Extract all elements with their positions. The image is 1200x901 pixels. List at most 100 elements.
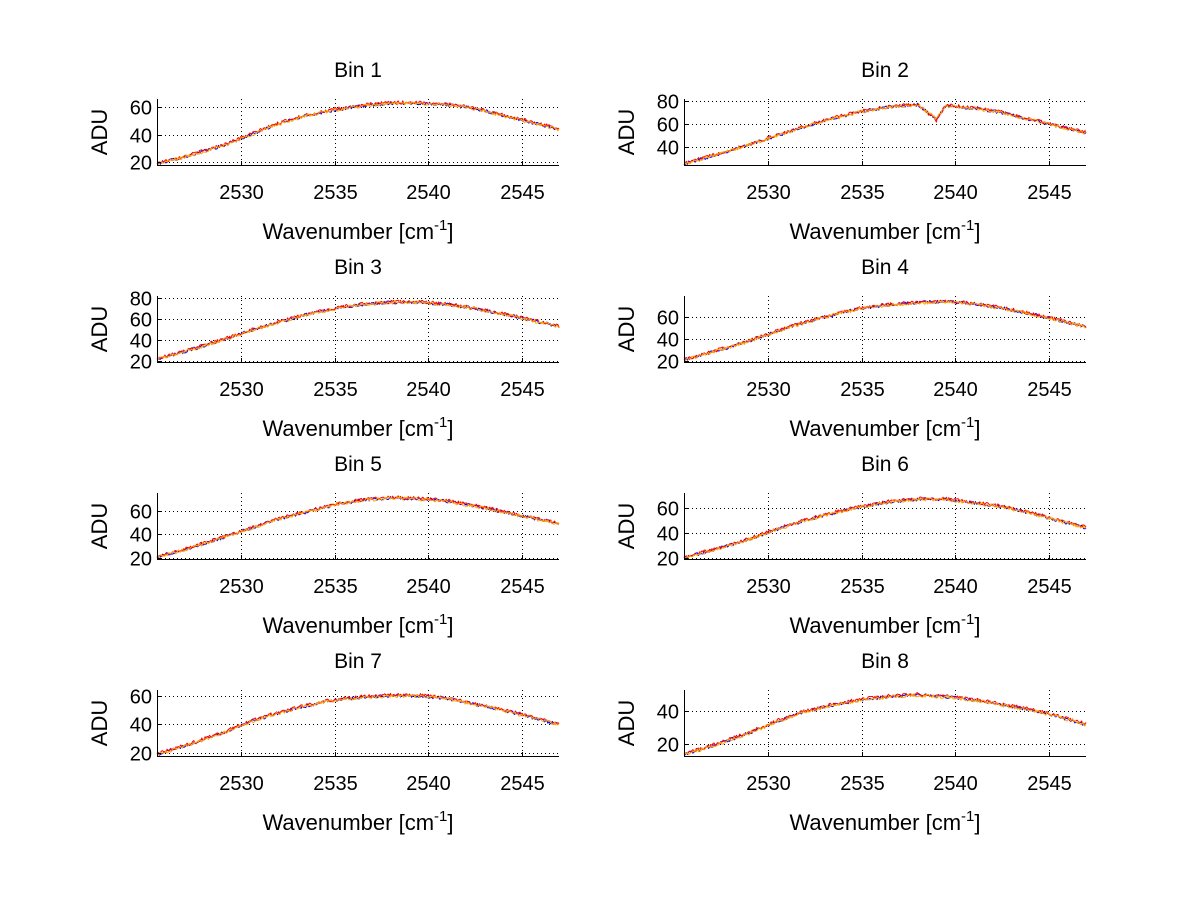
y-axis-label: ADU	[614, 700, 639, 746]
x-axis-label-text: Wavenumber [cm	[789, 613, 961, 638]
series-line-scan-c	[683, 300, 1087, 362]
x-axis-label-bracket: ]	[447, 416, 453, 441]
x-axis-label: Wavenumber [cm-1]	[789, 217, 980, 244]
x-tick-label: 2540	[406, 182, 451, 204]
y-tick-label: 40	[130, 525, 152, 547]
x-axis-label-text: Wavenumber [cm	[789, 219, 961, 244]
subplot-title: Bin 8	[861, 650, 909, 673]
y-tick-label: 40	[130, 331, 152, 353]
x-axis-label: Wavenumber [cm-1]	[262, 808, 453, 835]
series-line-scan-b	[156, 495, 560, 558]
y-tick-label: 60	[130, 98, 152, 120]
y-tick-label: 20	[657, 549, 679, 571]
x-tick-label: 2535	[840, 773, 885, 795]
x-tick-label: 2530	[219, 182, 264, 204]
y-tick-label: 60	[657, 308, 679, 330]
y-tick-label: 20	[130, 153, 152, 175]
x-tick-label: 2545	[1027, 182, 1072, 204]
y-tick-label: 60	[130, 502, 152, 524]
x-axis-label-superscript: -1	[434, 808, 447, 825]
subplot-title: Bin 4	[861, 256, 909, 279]
y-tick-label: 60	[657, 115, 679, 137]
x-tick-label: 2540	[933, 773, 978, 795]
x-axis-label-bracket: ]	[974, 810, 980, 835]
subplot-bin-7: 2530 2535 2540 2545 20 40 60 Bin 7 Wavenumber [c…	[87, 650, 560, 835]
x-axis-label: Wavenumber [cm-1]	[789, 414, 980, 441]
x-tick-label: 2545	[1027, 576, 1072, 598]
y-tick-label: 20	[130, 352, 152, 374]
x-axis-label-bracket: ]	[974, 416, 980, 441]
x-tick-label: 2540	[933, 182, 978, 204]
y-tick-label: 40	[657, 524, 679, 546]
subplot-title: Bin 2	[861, 59, 909, 82]
y-tick-label: 40	[130, 715, 152, 737]
subplot-bin-8: 2530 2535 2540 2545 20 40 Bin 8 Wavenumber [cm-…	[614, 650, 1087, 835]
subplot-title: Bin 7	[334, 650, 382, 673]
y-axis-label: ADU	[614, 109, 639, 155]
series-line-scan-c	[683, 103, 1087, 166]
plot-area	[157, 493, 559, 559]
y-tick-label: 40	[657, 702, 679, 724]
x-axis-label-superscript: -1	[961, 808, 974, 825]
y-tick-label: 40	[657, 330, 679, 352]
subplot-title: Bin 6	[861, 453, 909, 476]
x-tick-label: 2530	[746, 576, 791, 598]
y-axis-label: ADU	[614, 503, 639, 549]
subplot-title: Bin 1	[334, 59, 382, 82]
subplot-bin-6: 2530 2535 2540 2545 20 40 60 Bin 6 Wavenumber [c…	[614, 453, 1087, 638]
x-axis-label-text: Wavenumber [cm	[262, 416, 434, 441]
plot-area	[684, 690, 1086, 756]
x-tick-label: 2540	[933, 576, 978, 598]
plot-area	[684, 296, 1086, 362]
series-line-scan-a	[156, 693, 560, 756]
subplot-title: Bin 5	[334, 453, 382, 476]
x-axis-label-bracket: ]	[447, 219, 453, 244]
x-tick-label: 2530	[219, 379, 264, 401]
y-tick-label: 80	[657, 92, 679, 114]
y-axis-label: ADU	[614, 306, 639, 352]
x-tick-label: 2530	[746, 182, 791, 204]
x-tick-label: 2535	[313, 379, 358, 401]
plot-area	[684, 99, 1086, 165]
x-axis-label-superscript: -1	[961, 414, 974, 431]
x-tick-label: 2540	[933, 379, 978, 401]
y-axis-label: ADU	[87, 700, 112, 746]
subplot-bin-1: 2530 2535 2540 2545 20 40 60 Bin 1 Wavenumber [c…	[87, 59, 560, 244]
x-axis-label-superscript: -1	[434, 414, 447, 431]
x-tick-label: 2535	[840, 576, 885, 598]
x-tick-label: 2545	[500, 182, 545, 204]
y-tick-label: 80	[130, 289, 152, 311]
x-tick-label: 2545	[500, 576, 545, 598]
x-axis-label-bracket: ]	[974, 219, 980, 244]
x-tick-label: 2535	[313, 182, 358, 204]
x-tick-label: 2535	[840, 182, 885, 204]
x-tick-label: 2545	[1027, 773, 1072, 795]
series-line-scan-c	[156, 300, 560, 360]
x-axis-label-superscript: -1	[434, 611, 447, 628]
y-tick-label: 40	[657, 138, 679, 160]
x-tick-label: 2540	[406, 576, 451, 598]
x-tick-label: 2530	[746, 773, 791, 795]
x-axis-label-text: Wavenumber [cm	[789, 416, 961, 441]
y-axis-label: ADU	[87, 503, 112, 549]
subplot-title: Bin 3	[334, 256, 382, 279]
x-axis-label: Wavenumber [cm-1]	[262, 217, 453, 244]
x-tick-label: 2540	[406, 379, 451, 401]
x-tick-label: 2535	[313, 773, 358, 795]
y-tick-label: 20	[130, 744, 152, 766]
y-tick-label: 20	[657, 352, 679, 374]
y-tick-label: 60	[130, 687, 152, 709]
x-axis-label-bracket: ]	[447, 810, 453, 835]
series-line-scan-c	[156, 496, 560, 559]
x-axis-label: Wavenumber [cm-1]	[262, 414, 453, 441]
y-tick-label: 60	[130, 310, 152, 332]
x-tick-label: 2545	[1027, 379, 1072, 401]
x-axis-label-superscript: -1	[434, 217, 447, 234]
x-axis-label-text: Wavenumber [cm	[262, 219, 434, 244]
x-tick-label: 2535	[313, 576, 358, 598]
x-axis-label-text: Wavenumber [cm	[262, 613, 434, 638]
plot-area	[684, 493, 1086, 559]
x-axis-label: Wavenumber [cm-1]	[789, 611, 980, 638]
